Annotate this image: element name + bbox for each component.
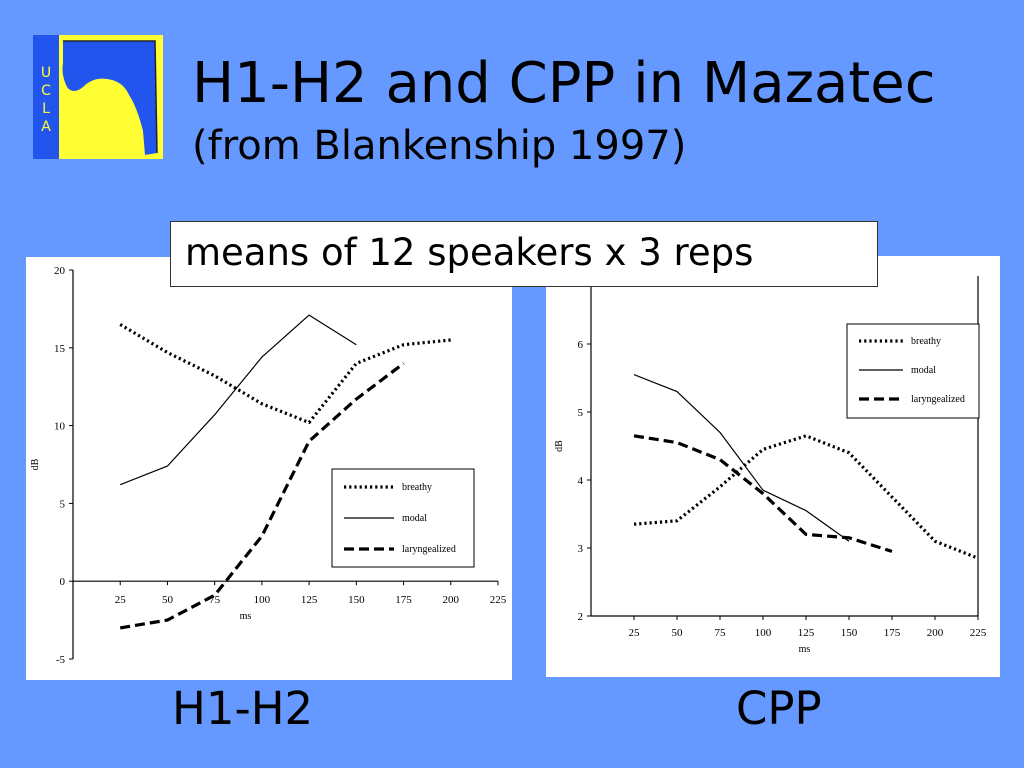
series-line-modal [633, 374, 850, 542]
x-tick-label: 150 [348, 594, 365, 606]
legend-box [846, 323, 980, 419]
x-tick-label: 50 [162, 594, 174, 606]
legend-label-laryngealized: laryngealized [911, 394, 965, 405]
legend-label-laryngealized: laryngealized [402, 544, 456, 555]
y-axis-label: dB [30, 458, 41, 470]
x-tick-label: 50 [672, 627, 684, 639]
y-tick-label: 10 [54, 421, 66, 433]
series-line-laryngealized [119, 362, 405, 630]
x-tick-label: 75 [209, 594, 221, 606]
logo-letter-a: A [41, 119, 51, 135]
x-tick-label: 200 [443, 594, 460, 606]
tongue-shape [85, 92, 123, 149]
y-tick-label: 3 [578, 543, 584, 555]
y-tick-label: 4 [578, 475, 584, 487]
caption-h1h2: H1-H2 [172, 682, 314, 735]
x-axis-label: ms [240, 611, 252, 622]
caption-cpp: CPP [736, 682, 822, 735]
series-line-breathy [633, 434, 979, 560]
cpp-chart: 2 3 4 5 6 25 50 75 100 125 150 175 200 225 ms dB breath… [554, 276, 987, 655]
x-tick-label: 200 [927, 627, 944, 639]
y-tick-label: 5 [60, 498, 66, 510]
cpp-chart-panel: 2 3 4 5 6 25 50 75 100 125 150 175 200 225 ms dB breath… [546, 256, 1000, 677]
legend-label-breathy: breathy [402, 482, 432, 493]
x-tick-label: 175 [395, 594, 412, 606]
y-tick-label: 0 [60, 576, 66, 588]
x-tick-label: 25 [115, 594, 127, 606]
x-tick-label: 25 [629, 627, 641, 639]
legend-label-breathy: breathy [911, 336, 941, 347]
slide-subtitle: (from Blankenship 1997) [192, 123, 687, 169]
series-line-laryngealized [633, 434, 893, 553]
x-tick-label: 175 [884, 627, 901, 639]
logo-letter-l: L [42, 101, 50, 117]
x-tick-label: 150 [841, 627, 858, 639]
logo-letter-c: C [41, 83, 51, 99]
y-tick-label: 2 [578, 611, 584, 623]
speakers-note: means of 12 speakers x 3 reps [170, 221, 878, 287]
legend-label-modal: modal [402, 513, 427, 524]
y-tick-label: 5 [578, 407, 584, 419]
logo-letter-u: U [41, 65, 51, 81]
x-tick-label: 225 [970, 627, 987, 639]
x-tick-label: 100 [755, 627, 772, 639]
y-tick-label: 20 [54, 265, 66, 277]
slide-title: H1-H2 and CPP in Mazatec [192, 51, 936, 116]
legend-label-modal: modal [911, 365, 936, 376]
x-tick-label: 125 [798, 627, 815, 639]
series-line-modal [119, 314, 357, 486]
x-tick-label: 125 [301, 594, 318, 606]
h1h2-chart: -5 0 5 10 15 20 25 50 75 100 125 150 175 200 225 ms dB b… [30, 265, 507, 666]
ucla-logo: U C L A [33, 35, 163, 159]
series-line-breathy [119, 323, 451, 425]
x-tick-label: 100 [254, 594, 271, 606]
logo-letter-bar [33, 35, 59, 159]
x-tick-label: 75 [715, 627, 727, 639]
y-tick-label: 6 [578, 339, 584, 351]
vocal-tract-shape [62, 41, 157, 155]
y-axis-label: dB [554, 440, 565, 452]
x-axis-label: ms [799, 644, 811, 655]
x-tick-label: 225 [490, 594, 507, 606]
h1h2-chart-panel: -5 0 5 10 15 20 25 50 75 100 125 150 175 200 225 ms dB b… [26, 257, 512, 680]
y-tick-label: 15 [54, 343, 66, 355]
y-tick-label: -5 [56, 654, 66, 666]
